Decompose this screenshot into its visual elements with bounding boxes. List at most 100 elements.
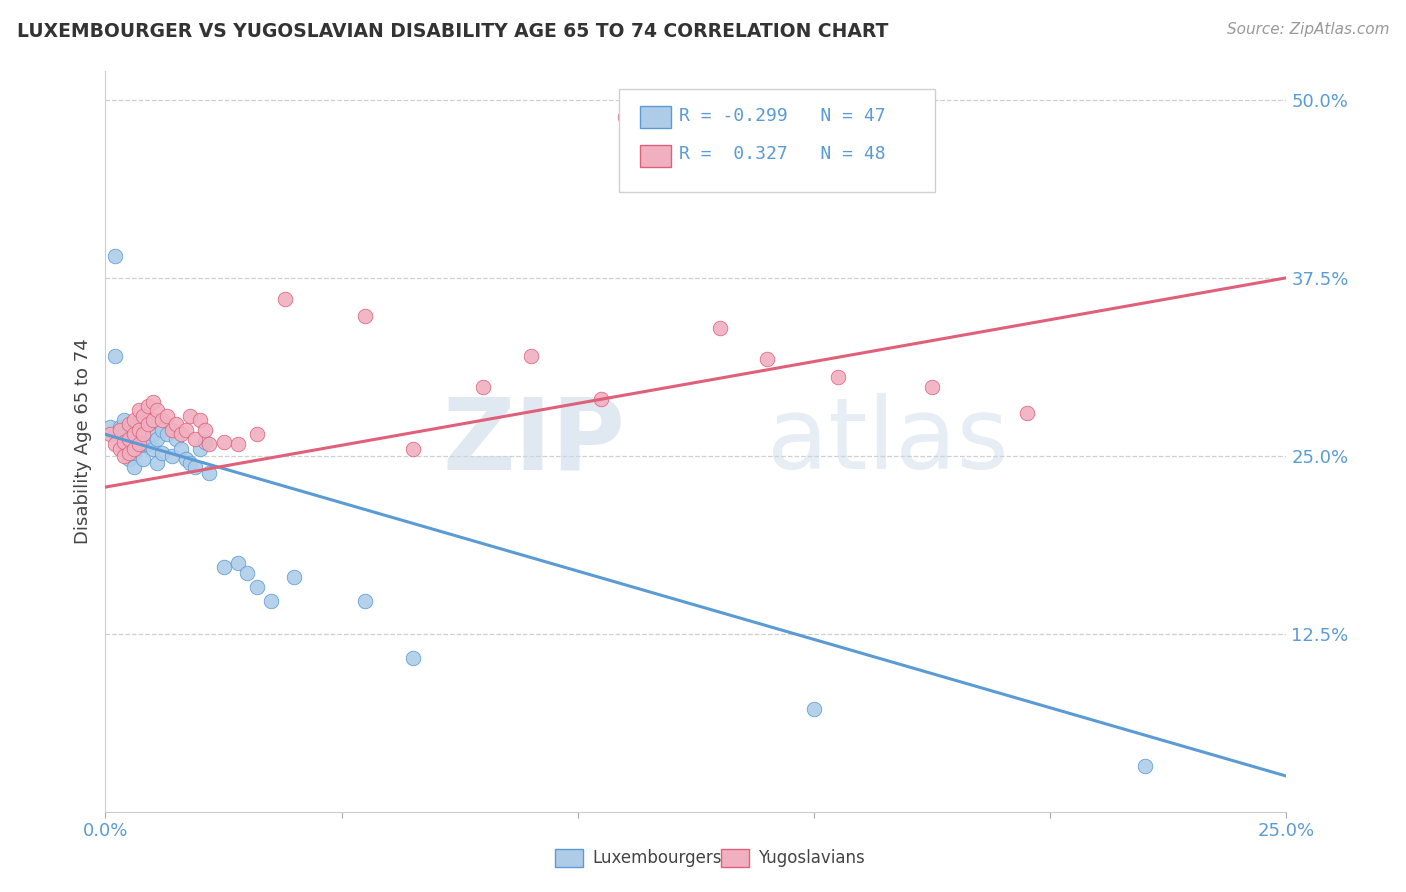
Point [519, 349, 541, 363]
Point [274, 292, 297, 306]
Point [118, 417, 141, 432]
Text: Source: ZipAtlas.com: Source: ZipAtlas.com [1226, 22, 1389, 37]
Point [118, 446, 141, 460]
Text: atlas: atlas [766, 393, 1008, 490]
Point [128, 413, 150, 427]
Point [122, 427, 145, 442]
Point [122, 460, 145, 475]
Point [142, 394, 165, 409]
Point [354, 310, 377, 324]
Point [194, 423, 217, 437]
Point [142, 413, 165, 427]
Point [104, 437, 127, 451]
Point [112, 427, 135, 442]
Point [132, 409, 155, 423]
Point [150, 413, 173, 427]
Point [188, 442, 211, 456]
Point [188, 413, 211, 427]
Point [104, 349, 127, 363]
Point [179, 456, 201, 470]
Point [142, 413, 165, 427]
Point [1133, 759, 1156, 773]
Point [755, 351, 778, 366]
Point [827, 370, 849, 384]
Point [108, 423, 131, 437]
Point [128, 403, 150, 417]
Point [122, 434, 145, 449]
Point [98, 427, 121, 442]
Point [260, 594, 283, 608]
Point [132, 451, 155, 466]
Point [236, 566, 259, 580]
Point [118, 451, 141, 466]
Point [614, 110, 637, 124]
Point [184, 432, 207, 446]
Point [132, 423, 155, 437]
Point [198, 466, 221, 480]
Point [354, 594, 377, 608]
Point [401, 442, 423, 456]
Point [165, 432, 187, 446]
Point [150, 423, 173, 437]
Point [128, 437, 150, 451]
Text: R =  0.327   N = 48: R = 0.327 N = 48 [679, 145, 886, 163]
Point [108, 442, 131, 456]
Point [160, 423, 183, 437]
Point [156, 427, 179, 442]
Point [122, 423, 145, 437]
Point [174, 423, 197, 437]
Point [921, 380, 943, 394]
Point [174, 451, 197, 466]
Point [136, 399, 159, 413]
Point [146, 456, 169, 470]
Point [226, 437, 249, 451]
Point [118, 420, 141, 434]
Point [591, 392, 613, 406]
Point [194, 434, 217, 449]
Point [112, 434, 135, 449]
Point [170, 442, 193, 456]
Point [136, 417, 159, 432]
Point [472, 380, 495, 394]
Point [170, 427, 193, 442]
Point [128, 432, 150, 446]
Point [709, 320, 731, 334]
Point [212, 434, 235, 449]
Text: ZIP: ZIP [443, 393, 626, 490]
Point [156, 409, 179, 423]
Text: Luxembourgers: Luxembourgers [592, 849, 721, 867]
Point [98, 420, 121, 434]
Point [112, 413, 135, 427]
Point [118, 432, 141, 446]
Point [146, 403, 169, 417]
Point [142, 427, 165, 442]
Point [112, 449, 135, 463]
Y-axis label: Disability Age 65 to 74: Disability Age 65 to 74 [73, 339, 91, 544]
Point [150, 446, 173, 460]
Point [198, 437, 221, 451]
Point [283, 570, 305, 584]
Point [146, 432, 169, 446]
Point [212, 559, 235, 574]
Point [165, 417, 187, 432]
Point [108, 420, 131, 434]
Point [246, 580, 269, 594]
Text: R = -0.299   N = 47: R = -0.299 N = 47 [679, 107, 886, 125]
Point [132, 437, 155, 451]
Point [160, 449, 183, 463]
Point [122, 446, 145, 460]
Point [179, 409, 201, 423]
Text: LUXEMBOURGER VS YUGOSLAVIAN DISABILITY AGE 65 TO 74 CORRELATION CHART: LUXEMBOURGER VS YUGOSLAVIAN DISABILITY A… [17, 22, 889, 41]
Point [122, 442, 145, 456]
Point [184, 460, 207, 475]
Point [132, 427, 155, 442]
Point [142, 442, 165, 456]
Point [226, 556, 249, 570]
Point [136, 417, 159, 432]
Text: Yugoslavians: Yugoslavians [758, 849, 865, 867]
Point [128, 423, 150, 437]
Point [401, 651, 423, 665]
Point [136, 437, 159, 451]
Point [104, 250, 127, 264]
Point [122, 413, 145, 427]
